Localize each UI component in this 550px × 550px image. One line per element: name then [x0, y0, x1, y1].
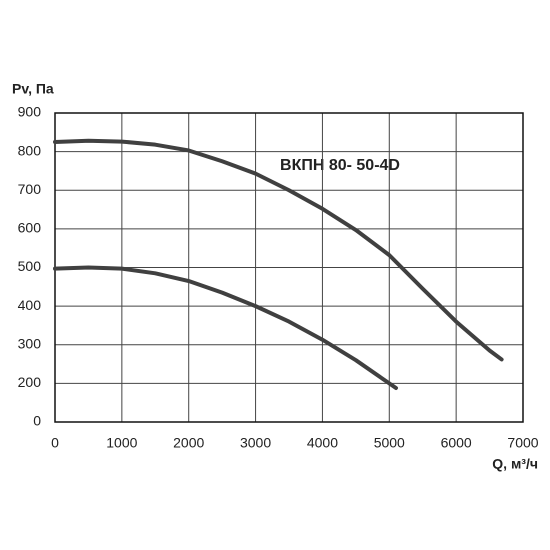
x-tick-label: 2000 — [173, 435, 204, 451]
x-tick-label: 0 — [51, 435, 59, 451]
y-tick-label: 200 — [18, 374, 42, 390]
x-tick-label: 5000 — [374, 435, 405, 451]
x-axis-label: Q, м³/ч — [492, 456, 538, 472]
x-tick-label: 4000 — [307, 435, 338, 451]
x-tick-label: 3000 — [240, 435, 271, 451]
y-tick-label: 800 — [18, 142, 42, 158]
y-tick-label: 600 — [18, 220, 42, 236]
x-tick-label: 1000 — [106, 435, 137, 451]
y-tick-label: 300 — [18, 335, 42, 351]
y-tick-label: 400 — [18, 297, 42, 313]
y-axis-label: Pv, Па — [12, 81, 54, 97]
y-tick-label: 500 — [18, 258, 42, 274]
x-tick-label: 7000 — [507, 435, 538, 451]
y-tick-label: 0 — [33, 413, 41, 429]
annotation: ВКПН 80- 50-4D — [280, 157, 400, 174]
x-tick-label: 6000 — [441, 435, 472, 451]
curve — [53, 138, 504, 362]
curve — [53, 265, 398, 391]
y-tick-label: 700 — [18, 181, 42, 197]
y-tick-label: 900 — [18, 104, 42, 120]
